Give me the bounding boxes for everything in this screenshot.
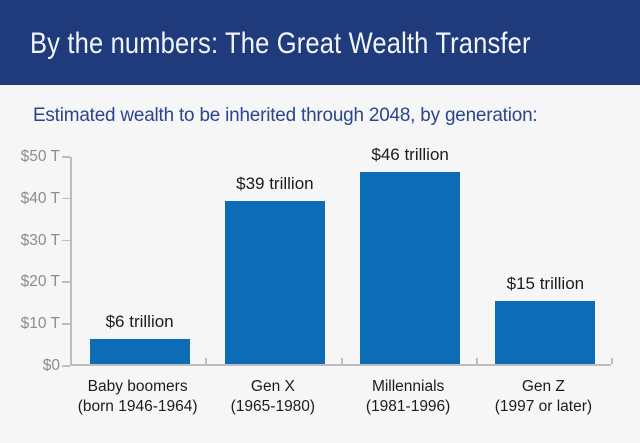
y-axis-tick: [62, 197, 70, 200]
y-axis-tick: [62, 323, 70, 325]
category-name: Baby boomers: [87, 378, 188, 395]
y-axis-tick: [62, 239, 70, 242]
y-axis-tick-label: $0: [42, 357, 60, 374]
bar-millennials: [360, 171, 461, 364]
category-label-baby-boomers: Baby boomers (born 1946-1964): [70, 377, 205, 417]
x-axis-tick: [611, 358, 613, 364]
category-label-gen-x: Gen X (1965-1980): [205, 377, 340, 417]
y-axis-tick-label: $20 T: [20, 273, 60, 291]
category-name: Gen X: [250, 378, 295, 395]
category-label-gen-z: Gen Z (1997 or later): [476, 377, 611, 417]
page-title: By the numbers: The Great Wealth Transfe…: [30, 27, 531, 60]
bar-gen-z: [495, 301, 596, 364]
y-axis-tick: [62, 281, 70, 283]
y-axis-tick-label: $40 T: [20, 189, 60, 207]
category-label-millennials: Millennials (1981-1996): [341, 377, 476, 417]
bar-value-label-gen-z: $15 trillion: [506, 274, 585, 294]
category-sublabel: (1981-1996): [365, 398, 451, 415]
x-axis-tick: [475, 358, 478, 364]
category-sublabel: (1997 or later): [494, 398, 593, 415]
y-axis-tick-label: $50 T: [20, 148, 60, 165]
y-axis-labels: $50 T $40 T $30 T $20 T $10 T $0: [0, 149, 60, 374]
category-sublabel: (1965-1980): [230, 398, 316, 415]
x-axis-category-labels: Baby boomers (born 1946-1964) Gen X (1965-1…: [70, 377, 611, 417]
header-banner: By the numbers: The Great Wealth Transfe…: [0, 0, 640, 85]
y-axis-tick: [62, 156, 70, 158]
bar-baby-boomers: [89, 338, 190, 364]
category-name: Gen Z: [521, 378, 565, 395]
x-axis-tick: [205, 358, 208, 364]
bar-gen-x: [224, 200, 325, 364]
y-axis-tick: [62, 365, 70, 367]
plot-area: $6 trillion $39 trillion $46 trillion $15 t…: [62, 145, 613, 367]
y-axis-tick-label: $30 T: [20, 231, 60, 249]
category-name: Millennials: [371, 378, 445, 395]
bar-value-label-millennials: $46 trillion: [371, 144, 449, 164]
x-axis-tick: [340, 358, 343, 364]
y-axis-tick-label: $10 T: [20, 315, 60, 333]
category-sublabel: (born 1946-1964): [77, 398, 198, 415]
bar-value-label-baby-boomers: $6 trillion: [105, 311, 174, 331]
bar-value-label-gen-x: $39 trillion: [236, 173, 314, 193]
chart-subtitle: Estimated wealth to be inherited through…: [33, 104, 538, 126]
